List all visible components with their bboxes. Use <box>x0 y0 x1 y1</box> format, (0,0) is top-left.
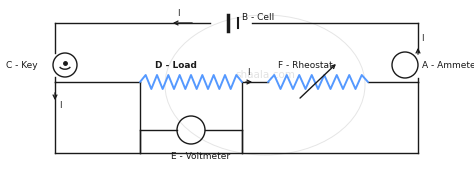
Text: I: I <box>247 68 249 77</box>
Text: I: I <box>59 101 62 110</box>
Text: E - Voltmeter: E - Voltmeter <box>171 152 230 161</box>
Text: F - Rheostat: F - Rheostat <box>278 61 333 70</box>
Text: I: I <box>421 34 423 43</box>
Text: I: I <box>177 9 179 18</box>
Text: C - Key: C - Key <box>6 61 37 69</box>
Text: A - Ammeter: A - Ammeter <box>422 61 474 69</box>
Text: B - Cell: B - Cell <box>242 13 274 23</box>
Text: shaala.com: shaala.com <box>235 70 295 80</box>
Text: D - Load: D - Load <box>155 61 197 70</box>
